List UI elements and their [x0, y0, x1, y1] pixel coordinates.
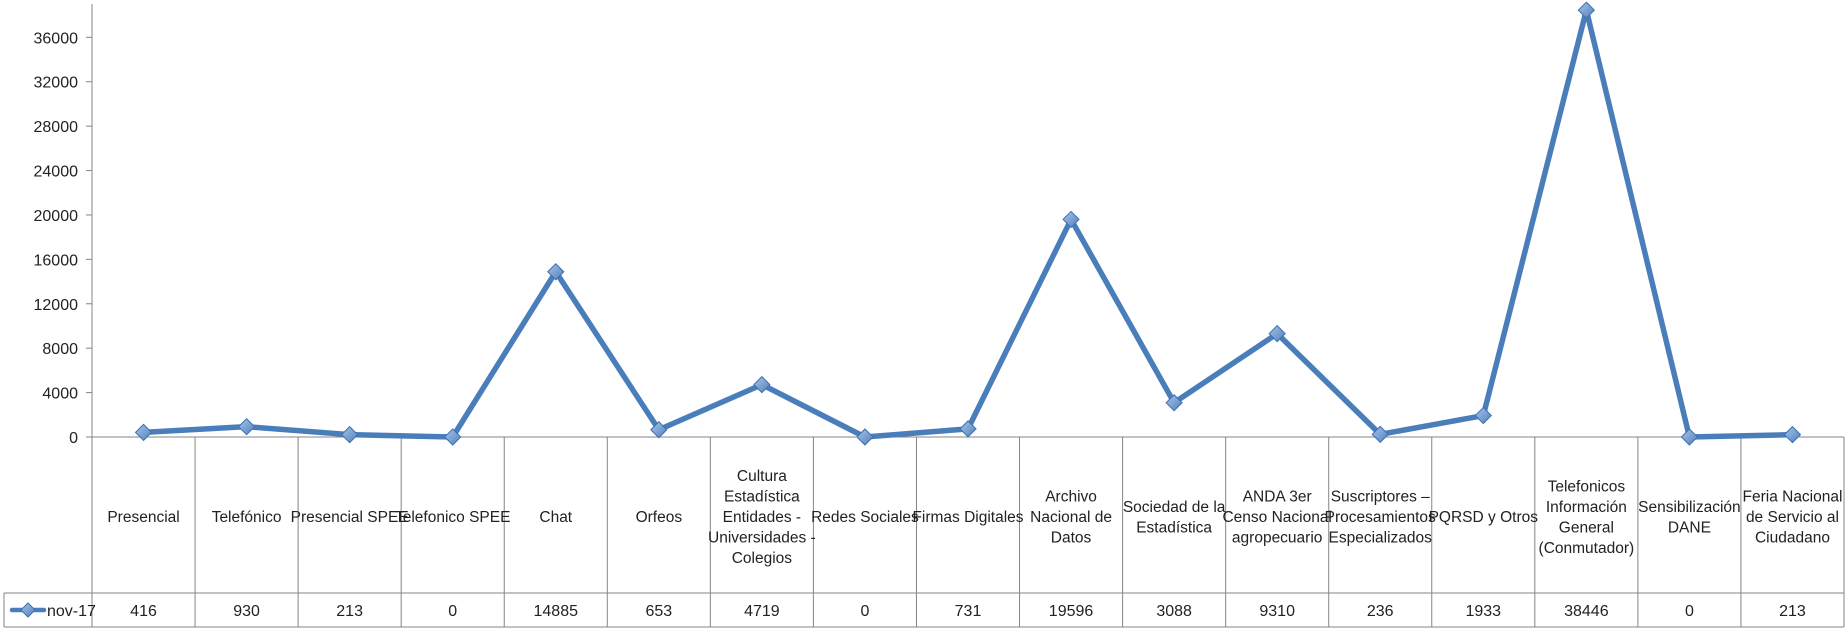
- category-label: Procesamientos: [1325, 509, 1436, 526]
- data-table-value: 236: [1367, 603, 1394, 620]
- data-point-marker: [1783, 425, 1802, 444]
- data-point-marker: [1062, 210, 1080, 229]
- data-point-marker: [959, 420, 977, 438]
- category-label: Información: [1546, 499, 1627, 516]
- data-point-marker: [1268, 324, 1286, 343]
- data-table-value: 3088: [1156, 603, 1192, 620]
- data-table-value: 19596: [1049, 603, 1094, 620]
- category-label: Redes Sociales: [811, 509, 919, 526]
- legend-marker: [20, 602, 36, 618]
- data-table-value: 0: [1685, 603, 1694, 620]
- y-tick-label: 24000: [34, 164, 79, 181]
- axes: 0 4000 8000 12000 16000 20000 24000 28000 32000 3…: [34, 4, 93, 627]
- data-table-value: 4719: [744, 603, 780, 620]
- data-point-marker: [1371, 425, 1389, 444]
- data-point-marker: [134, 423, 153, 442]
- category-label: Presencial SPEE: [291, 509, 409, 526]
- category-label: Archivo: [1045, 489, 1097, 506]
- category-label: Feria Nacional: [1743, 489, 1843, 506]
- y-tick-label: 36000: [34, 30, 79, 47]
- data-point-marker: [443, 428, 462, 446]
- category-label: PQRSD y Otros: [1429, 509, 1539, 526]
- category-label: Telefonico SPEE: [395, 509, 510, 526]
- category-label: (Conmutador): [1539, 540, 1635, 557]
- y-tick-label: 4000: [42, 386, 78, 403]
- y-tick-label: 20000: [34, 208, 79, 225]
- series-line: [140, 7, 1796, 440]
- data-point-marker: [1577, 1, 1596, 19]
- category-label: Suscriptores –: [1331, 489, 1430, 506]
- category-label: Censo Nacional: [1222, 509, 1331, 526]
- data-table-value: 38446: [1564, 603, 1609, 620]
- category-label: Chat: [539, 509, 572, 526]
- category-label: Cultura: [737, 468, 787, 485]
- data-point-marker: [547, 263, 565, 281]
- y-tick-label: 16000: [34, 252, 79, 269]
- data-table-value: 731: [955, 603, 982, 620]
- category-label: Especializados: [1329, 530, 1433, 547]
- data-table-value: 416: [130, 603, 157, 620]
- data-point-marker: [1474, 406, 1492, 425]
- data-point-marker: [237, 417, 256, 436]
- data-table-value: 653: [645, 603, 672, 620]
- data-table-value: 930: [233, 603, 260, 620]
- data-table-value: 9310: [1259, 603, 1295, 620]
- data-table-value: 0: [860, 603, 869, 620]
- data-point-marker: [753, 375, 771, 394]
- data-table-value: 0: [448, 603, 457, 620]
- category-label: Telefónico: [212, 509, 282, 526]
- category-label: Estadística: [1136, 519, 1212, 536]
- category-label: Datos: [1051, 530, 1092, 547]
- category-label: Estadística: [724, 489, 800, 506]
- category-label: agropecuario: [1232, 530, 1322, 547]
- y-tick-label: 8000: [42, 341, 78, 358]
- data-table-value: 1933: [1465, 603, 1501, 620]
- category-label: Universidades -: [708, 530, 816, 547]
- category-label: DANE: [1668, 519, 1711, 536]
- data-point-marker: [340, 425, 359, 444]
- series-nov-17: [134, 1, 1802, 446]
- legend-label: nov-17: [47, 603, 96, 620]
- category-label: de Servicio al: [1746, 509, 1839, 526]
- data-table-value: 213: [336, 603, 363, 620]
- category-label: Sensibilización: [1638, 499, 1741, 516]
- y-tick-label: 0: [69, 430, 78, 447]
- category-label: General: [1559, 519, 1614, 536]
- category-label: Ciudadano: [1755, 530, 1830, 547]
- data-table-value: 14885: [534, 603, 579, 620]
- category-label: Entidades -: [723, 509, 801, 526]
- category-label: Orfeos: [636, 509, 683, 526]
- y-tick-label: 28000: [34, 119, 79, 136]
- data-point-marker: [650, 421, 668, 439]
- category-label: ANDA 3er: [1243, 489, 1312, 506]
- category-label: Telefonicos: [1548, 478, 1626, 495]
- y-tick-label: 12000: [34, 297, 79, 314]
- category-label: Sociedad de la: [1123, 499, 1226, 516]
- category-label: Presencial: [107, 509, 179, 526]
- category-label: Nacional de: [1030, 509, 1112, 526]
- y-tick-label: 32000: [34, 75, 79, 92]
- data-table: Presencial Telefónico Presencial SPEETelef…: [3, 436, 1845, 628]
- data-point-marker: [1165, 394, 1183, 412]
- data-table-value: 213: [1779, 603, 1806, 620]
- data-point-marker: [1680, 428, 1699, 446]
- data-point-marker: [856, 428, 874, 446]
- category-label: Colegios: [732, 550, 793, 567]
- category-label: Firmas Digitales: [912, 509, 1023, 526]
